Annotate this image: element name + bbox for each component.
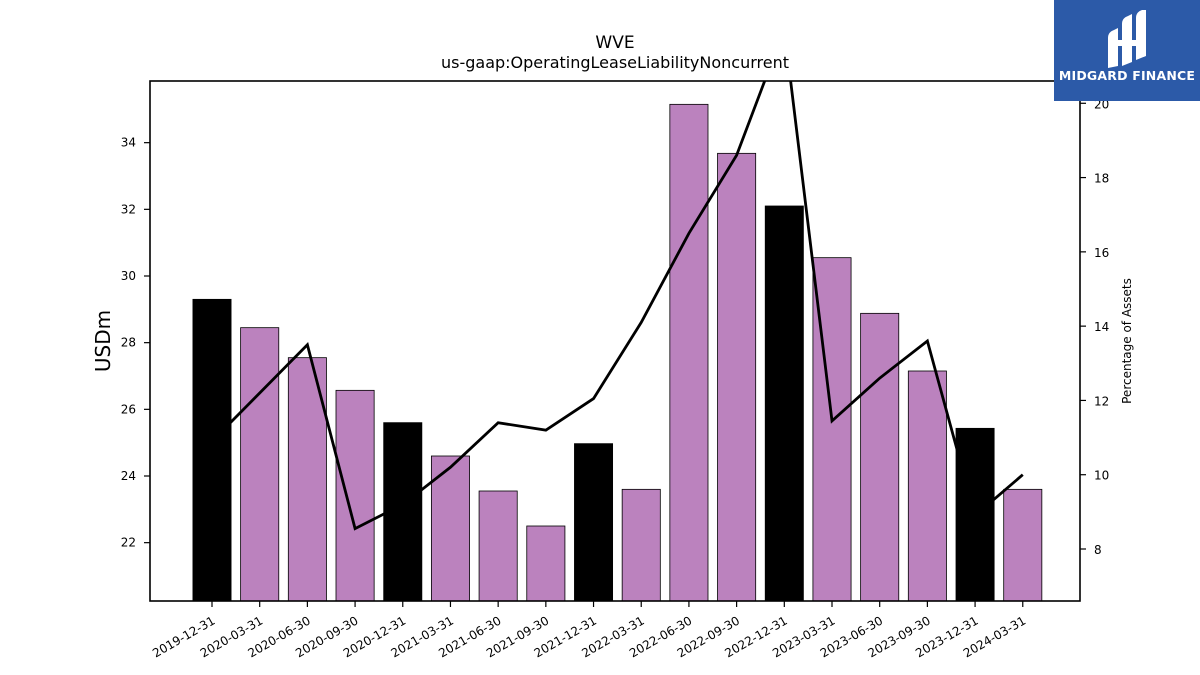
y-tick-label: 30 bbox=[121, 269, 136, 283]
chart-subtitle: us-gaap:OperatingLeaseLiabilityNoncurren… bbox=[441, 53, 789, 72]
bar bbox=[526, 525, 566, 602]
y-tick-label: 34 bbox=[121, 136, 136, 150]
bar bbox=[1003, 488, 1043, 602]
y2-tick-label: 10 bbox=[1094, 469, 1109, 483]
plot-frame bbox=[149, 80, 1081, 602]
y-tick-label: 32 bbox=[121, 202, 136, 216]
left-axis: 22 24 26 28 30 32 34 bbox=[121, 136, 150, 550]
line-path bbox=[211, 81, 1024, 531]
bar bbox=[430, 455, 470, 602]
y2-tick-label: 14 bbox=[1094, 320, 1109, 334]
y-tick-label: 28 bbox=[121, 336, 136, 350]
y2-tick-label: 8 bbox=[1094, 543, 1102, 557]
bar bbox=[574, 443, 614, 602]
bar bbox=[192, 298, 232, 602]
logo-text: MIDGARD FINANCE bbox=[1058, 68, 1196, 83]
brand-logo: MIDGARD FINANCE bbox=[1054, 0, 1200, 101]
y-tick-label: 22 bbox=[121, 536, 136, 550]
bar bbox=[335, 389, 375, 602]
y2-axis-label: Percentage of Assets bbox=[1120, 278, 1134, 404]
bar bbox=[860, 312, 900, 602]
y-tick-label: 26 bbox=[121, 402, 136, 416]
bar bbox=[764, 205, 804, 602]
x-axis: 2019-12-312020-03-312020-06-302020-09-30… bbox=[150, 601, 1028, 660]
bars bbox=[192, 103, 1043, 602]
y-axis-label: USDm bbox=[91, 310, 115, 372]
logo-mark-icon bbox=[1108, 10, 1146, 68]
bar bbox=[240, 327, 280, 602]
y-tick-label: 24 bbox=[121, 469, 136, 483]
line-series bbox=[211, 81, 1024, 531]
bar bbox=[478, 490, 518, 602]
bar bbox=[669, 103, 709, 602]
chart-title: WVE bbox=[595, 33, 634, 53]
bar bbox=[621, 488, 661, 602]
bar bbox=[717, 152, 757, 602]
y2-tick-label: 12 bbox=[1094, 394, 1109, 408]
y2-tick-label: 16 bbox=[1094, 246, 1109, 260]
bar bbox=[907, 370, 947, 602]
y2-tick-label: 18 bbox=[1094, 172, 1109, 186]
